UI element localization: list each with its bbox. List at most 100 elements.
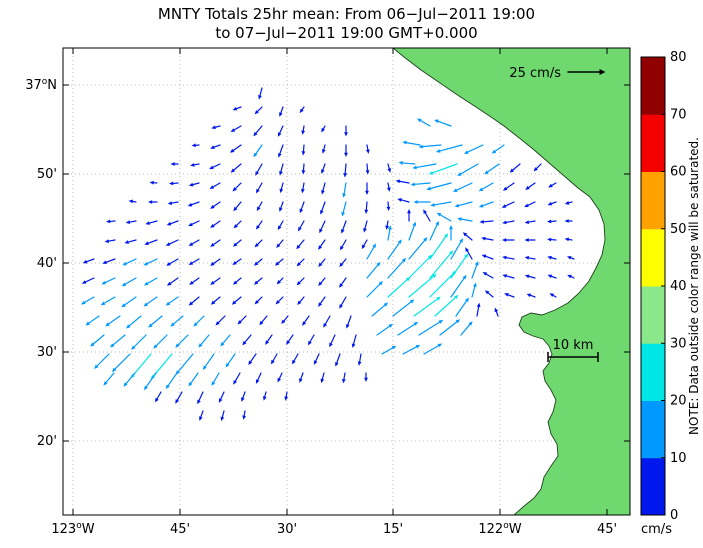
current-vector <box>567 274 575 279</box>
current-vector <box>233 201 242 212</box>
current-vector <box>210 296 221 305</box>
vector-shaft <box>256 163 263 173</box>
vector-shaft <box>213 144 221 148</box>
vector-head <box>386 206 391 211</box>
current-vector <box>254 106 263 115</box>
vector-head <box>197 399 201 405</box>
vector-head <box>502 186 508 191</box>
vector-shaft <box>235 239 242 245</box>
vector-shaft <box>504 201 515 207</box>
vector-shaft <box>255 125 263 134</box>
vector-head <box>170 322 175 327</box>
vector-head <box>124 240 129 244</box>
vector-shaft <box>155 334 168 347</box>
vector-head <box>457 172 462 176</box>
vector-shaft <box>266 334 273 342</box>
current-vector <box>101 277 116 285</box>
current-vectors <box>81 87 575 422</box>
chart-title-line1: MNTY Totals 25hr mean: From 06−Jul−2011 … <box>157 5 536 23</box>
vector-head <box>547 201 553 206</box>
vector-head <box>126 324 131 329</box>
current-vector <box>417 118 431 127</box>
vector-head <box>241 397 245 402</box>
vector-shaft <box>213 296 221 303</box>
current-vector <box>110 334 126 348</box>
vector-shaft <box>177 353 194 373</box>
current-vector <box>262 391 267 401</box>
vector-shaft <box>293 353 299 362</box>
vector-shaft <box>190 372 199 384</box>
vector-head <box>175 343 180 348</box>
vector-head <box>121 282 127 287</box>
vector-head <box>599 69 606 75</box>
vector-shaft <box>279 277 284 282</box>
vector-head <box>193 322 198 327</box>
vector-shaft <box>283 315 289 322</box>
vector-shaft <box>376 325 391 336</box>
vector-head <box>101 280 107 285</box>
current-vector <box>408 273 437 298</box>
vector-head <box>432 273 437 279</box>
vector-head <box>524 274 530 279</box>
vector-shaft <box>235 106 242 110</box>
vector-head <box>502 220 507 225</box>
current-vector <box>248 353 257 366</box>
current-vector <box>318 296 326 307</box>
vector-head <box>395 179 401 184</box>
vector-head <box>524 256 530 260</box>
vector-shaft <box>200 410 204 418</box>
vector-shaft <box>147 239 158 244</box>
current-vector <box>148 200 158 204</box>
current-vector <box>547 219 557 224</box>
vector-shaft <box>432 163 458 174</box>
vector-head <box>255 379 260 384</box>
vector-shaft <box>103 296 116 304</box>
vector-shaft <box>363 239 368 247</box>
current-vector <box>143 296 158 307</box>
current-vector <box>218 391 225 403</box>
colorbar-band <box>641 57 665 115</box>
current-vector <box>198 334 210 348</box>
vector-head <box>232 261 237 266</box>
vector-head <box>313 360 318 365</box>
vector-head <box>215 321 220 326</box>
current-vector <box>265 334 273 345</box>
current-vector <box>274 258 284 266</box>
current-vector <box>402 140 421 146</box>
current-vector <box>259 315 268 326</box>
vector-shaft <box>195 315 205 325</box>
vector-head <box>298 226 302 232</box>
vector-shaft <box>86 258 95 263</box>
vector-head <box>567 274 572 279</box>
colorbar-tick-label: 50 <box>670 222 687 237</box>
vector-head <box>320 378 325 384</box>
vector-head <box>482 272 488 276</box>
current-vector <box>220 410 225 422</box>
vector-shaft <box>340 277 347 285</box>
vector-head <box>165 242 171 246</box>
vector-head <box>143 261 149 266</box>
current-vector <box>318 258 326 268</box>
vector-head <box>301 188 305 194</box>
vector-head <box>363 228 367 233</box>
current-vector <box>232 239 242 247</box>
vector-head <box>387 168 392 173</box>
y-tick-label: 40' <box>37 256 57 271</box>
vector-shaft <box>322 182 326 192</box>
vector-shaft <box>302 144 305 152</box>
current-vector <box>254 296 263 305</box>
vector-head <box>318 281 323 287</box>
vector-head <box>210 204 215 209</box>
current-vector <box>210 258 221 266</box>
current-vector <box>364 372 368 382</box>
vector-shaft <box>280 106 284 114</box>
current-vector <box>365 144 370 154</box>
vector-head <box>437 343 443 348</box>
vector-shaft <box>352 334 357 345</box>
vector-shaft <box>191 220 200 225</box>
vector-shaft <box>387 279 408 298</box>
vector-shaft <box>322 163 326 171</box>
vector-head <box>413 321 419 326</box>
current-vector <box>429 220 439 241</box>
